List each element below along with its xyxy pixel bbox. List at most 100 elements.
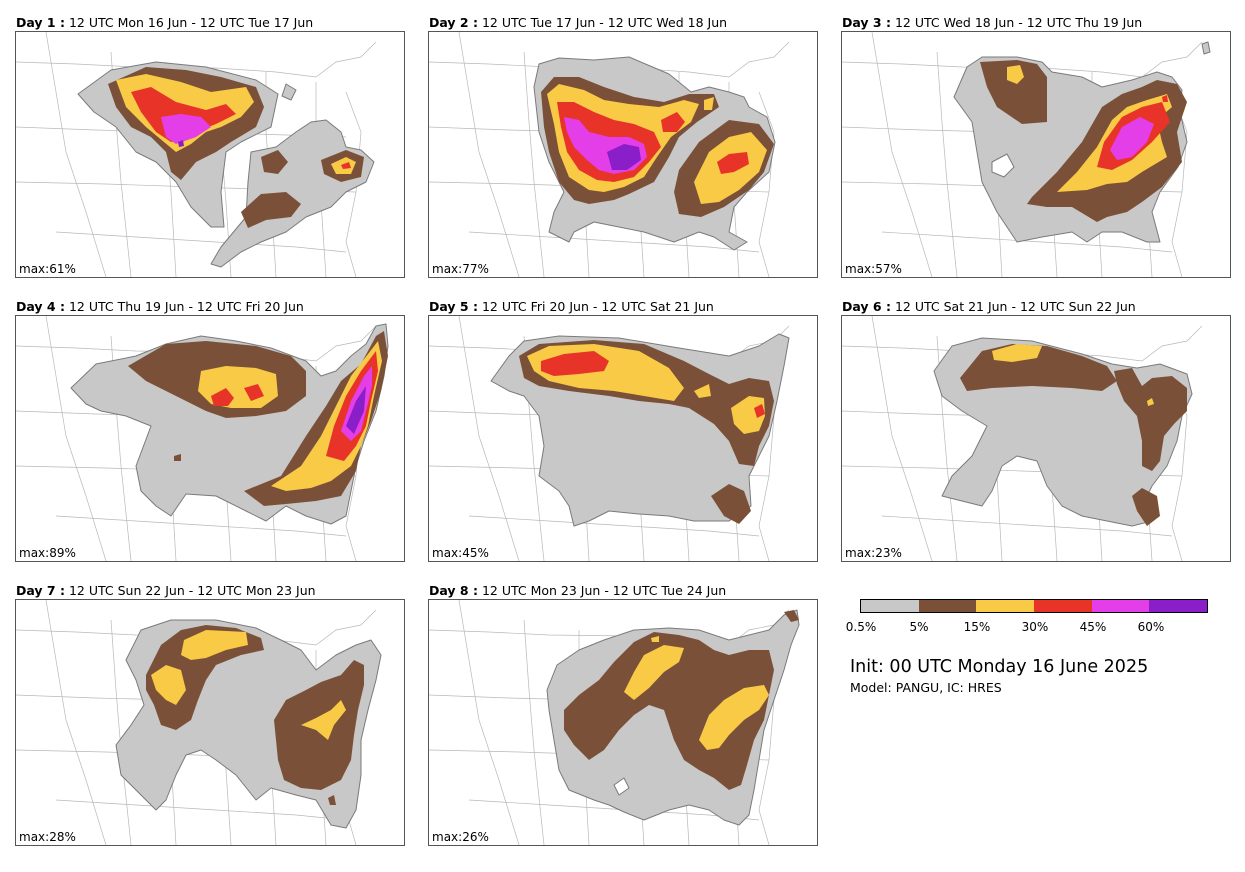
probability-contour-c2 [711, 484, 751, 524]
state-border-line [523, 51, 545, 277]
init-time-text: Init: 00 UTC Monday 16 June 2025 [850, 657, 1149, 677]
colorbar-swatch-1 [861, 600, 919, 612]
state-border-line [758, 91, 775, 277]
probability-contour-c3 [699, 685, 769, 750]
probability-map-day-2 [429, 32, 790, 277]
probability-contour-c3 [1147, 398, 1154, 406]
probability-contour-c3 [992, 344, 1042, 362]
state-border-line [45, 32, 107, 277]
probability-contour-c4 [754, 404, 765, 418]
state-border-line [16, 41, 377, 78]
probability-map-day-4 [16, 316, 389, 561]
colorbar-tick-15: 15% [963, 620, 991, 634]
probability-contour-c2 [784, 610, 799, 622]
state-border-line [871, 32, 933, 277]
max-label-day-4: max:89% [19, 546, 76, 560]
probability-map-day-1 [16, 32, 377, 277]
probability-contour-c6 [346, 386, 366, 434]
max-label-day-1: max:61% [19, 262, 76, 276]
probability-contour-c2 [564, 632, 774, 790]
colorbar-swatch-6 [1149, 600, 1208, 612]
probability-contour-c3 [301, 700, 346, 740]
map-day-6: max:23% [841, 315, 1231, 562]
probability-map-day-7 [16, 600, 382, 845]
probability-contour-c0 [991, 153, 1015, 178]
state-border-line [468, 231, 760, 253]
state-border-line [842, 325, 1203, 362]
colorbar-tick-45: 45% [1079, 620, 1107, 634]
state-border-line [523, 619, 545, 845]
map-day-2: max:77% [428, 31, 818, 278]
probability-contour-c3 [731, 396, 765, 434]
max-label-day-8: max:26% [432, 830, 489, 844]
colorbar-tick-60: 60% [1137, 620, 1165, 634]
probability-contour-c4 [541, 351, 609, 376]
probability-contour-c3 [704, 97, 714, 110]
max-label-day-7: max:28% [19, 830, 76, 844]
panel-title-day-4: Day 4 : 12 UTC Thu 19 Jun - 12 UTC Fri 2… [16, 299, 304, 314]
probability-contour-c2 [261, 150, 288, 174]
state-border-line [936, 51, 958, 277]
probability-map-day-5 [429, 316, 790, 561]
probability-contour-c2 [980, 60, 1047, 124]
map-day-4: max:89% [15, 315, 405, 562]
probability-map-day-8 [429, 600, 800, 845]
probability-contour-c0 [613, 777, 630, 796]
state-border-line [842, 41, 1203, 78]
colorbar-swatch-3 [976, 600, 1035, 612]
model-info-text: Model: PANGU, IC: HRES [850, 680, 1002, 695]
state-border-line [458, 316, 520, 561]
panel-title-day-5: Day 5 : 12 UTC Fri 20 Jun - 12 UTC Sat 2… [429, 299, 714, 314]
colorbar-swatch-2 [918, 600, 977, 612]
probability-contour-c3 [651, 636, 659, 642]
state-border-line [55, 231, 347, 253]
state-border-line [55, 515, 347, 537]
probability-contour-c5 [1110, 117, 1154, 160]
probability-contour-c3 [198, 366, 278, 408]
probability-contour-c2 [328, 795, 336, 805]
max-label-day-6: max:23% [845, 546, 902, 560]
probability-contour-c2 [241, 192, 301, 228]
probability-contour-c3 [151, 665, 186, 705]
probability-contour-c4 [211, 388, 234, 406]
panel-title-day-3: Day 3 : 12 UTC Wed 18 Jun - 12 UTC Thu 1… [842, 15, 1143, 30]
panel-title-day-6: Day 6 : 12 UTC Sat 21 Jun - 12 UTC Sun 2… [842, 299, 1136, 314]
probability-contour-c3 [271, 341, 382, 491]
state-border-line [429, 41, 790, 78]
probability-contour-c4 [717, 152, 749, 174]
map-day-1: max:61% [15, 31, 405, 278]
probability-colorbar [860, 599, 1208, 613]
colorbar-tick-5: 5% [909, 620, 929, 634]
panel-title-day-2: Day 2 : 12 UTC Tue 17 Jun - 12 UTC Wed 1… [429, 15, 728, 30]
probability-contour-c4 [244, 384, 264, 401]
state-border-line [881, 515, 1173, 537]
state-border-line [45, 316, 107, 561]
probability-map-day-3 [842, 32, 1211, 277]
colorbar-swatch-5 [1091, 600, 1150, 612]
panel-title-day-8: Day 8 : 12 UTC Mon 23 Jun - 12 UTC Tue 2… [429, 583, 727, 598]
colorbar-tick-30: 30% [1021, 620, 1049, 634]
probability-contour-c3 [1007, 65, 1024, 84]
probability-contour-c4 [1162, 95, 1168, 102]
panel-title-day-7: Day 7 : 12 UTC Sun 22 Jun - 12 UTC Mon 2… [16, 583, 316, 598]
state-border-line [45, 600, 107, 845]
map-day-7: max:28% [15, 599, 405, 846]
state-border-line [468, 515, 760, 537]
probability-map-day-6 [842, 316, 1203, 561]
map-day-5: max:45% [428, 315, 818, 562]
probability-contour-c2 [174, 454, 181, 461]
state-border-line [345, 91, 362, 277]
probability-contour-c4 [341, 162, 351, 169]
state-border-line [458, 600, 520, 845]
probability-contour-c3 [624, 645, 684, 700]
probability-contour-c1 [281, 83, 297, 101]
state-border-line [110, 619, 132, 845]
map-day-8: max:26% [428, 599, 818, 846]
probability-contour-c4 [661, 112, 685, 132]
probability-contour-c3 [694, 384, 711, 398]
probability-contour-c2 [1114, 368, 1187, 471]
map-day-3: max:57% [841, 31, 1231, 278]
probability-contour-c1 [1201, 41, 1211, 55]
state-border-line [458, 32, 520, 277]
state-border-line [871, 316, 933, 561]
